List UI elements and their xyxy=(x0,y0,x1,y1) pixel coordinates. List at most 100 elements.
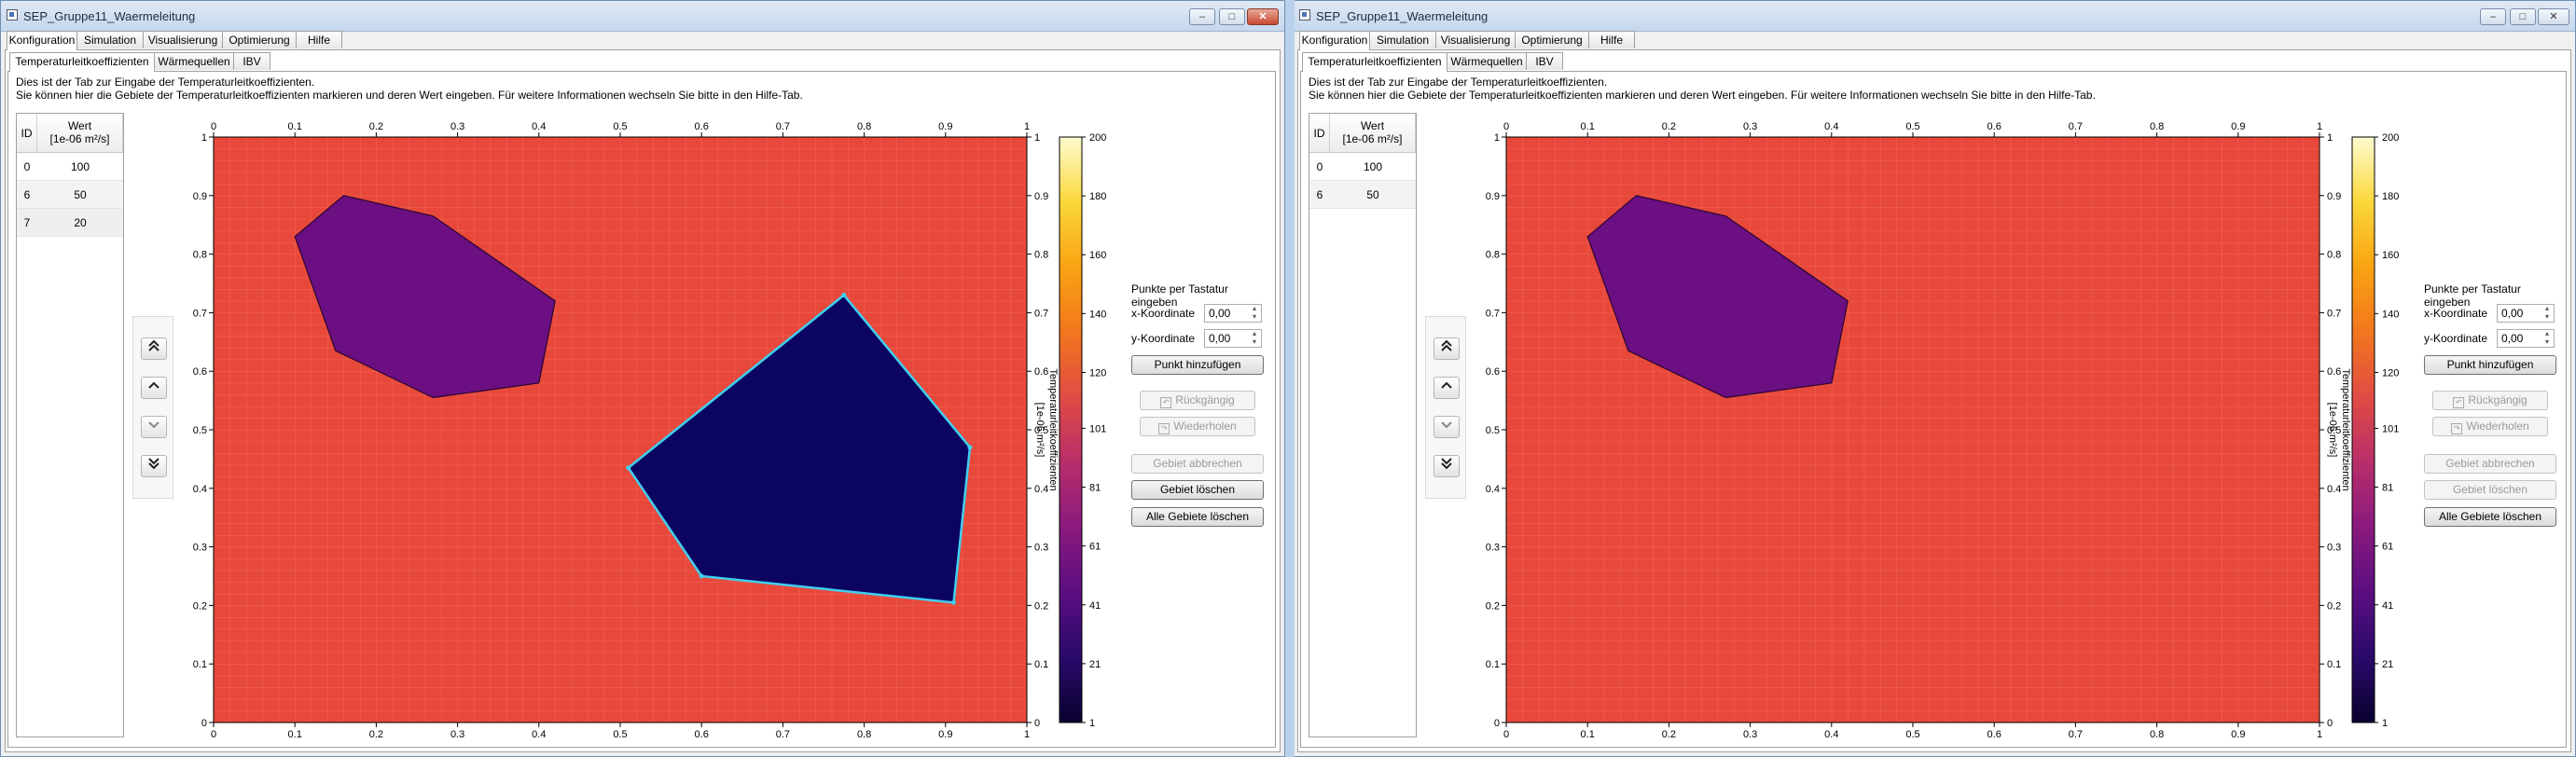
window-title: SEP_Gruppe11_Waermeleitung xyxy=(1316,9,1489,23)
delete-area-button[interactable]: Gebiet löschen xyxy=(2424,480,2556,500)
region-vertex[interactable] xyxy=(841,293,847,298)
y-coordinate-input[interactable]: 0,00 xyxy=(1204,329,1262,348)
row-value-cell[interactable]: 100 xyxy=(1363,160,1383,173)
region-vertex[interactable] xyxy=(699,573,704,579)
colorbar-unit-label: [1e-06 m²/s] xyxy=(2327,403,2338,458)
minimize-button[interactable]: – xyxy=(2480,8,2506,25)
wert-header-line-2: [1e-06 m²/s] xyxy=(49,132,110,145)
subtab-temperaturleitkoeffizienten[interactable]: Temperaturleitkoeffizienten xyxy=(9,52,155,72)
tab-optimierung[interactable]: Optimierung xyxy=(1515,31,1589,48)
undo-button[interactable]: ↶ Rückgängig xyxy=(2432,391,2548,410)
title-bar[interactable]: SEP_Gruppe11_Waermeleitung – □ ✕ xyxy=(1,1,1284,32)
redo-button[interactable]: ↷ Wiederholen xyxy=(2432,417,2548,436)
move-down-button[interactable] xyxy=(1433,416,1460,438)
table-navigation xyxy=(132,316,173,499)
cancel-area-button[interactable]: Gebiet abbrechen xyxy=(1131,454,1264,474)
x-tick-label-top: 0.6 xyxy=(695,121,709,132)
minimize-button[interactable]: – xyxy=(1189,8,1215,25)
region-vertex[interactable] xyxy=(951,599,957,605)
move-bottom-button[interactable] xyxy=(141,455,167,477)
tab-konfiguration[interactable]: Konfiguration xyxy=(7,31,77,50)
subtab-waermequellen[interactable]: Wärmequellen xyxy=(1447,52,1527,70)
x-tick-label-top: 0.5 xyxy=(1905,121,1919,132)
heatmap-plot[interactable]: 000 00.10.10.1 0.10.20.20.2 0.20.30.30.3 0.3… xyxy=(193,121,1107,740)
row-value-cell[interactable]: 100 xyxy=(70,160,90,173)
x-tick-label: 0.5 xyxy=(613,729,627,740)
row-id-cell[interactable]: 0 xyxy=(1316,160,1323,173)
region-6[interactable] xyxy=(1586,195,1849,399)
table-row[interactable]: 0 100 xyxy=(17,153,123,181)
subtab-waermequellen[interactable]: Wärmequellen xyxy=(154,52,234,70)
move-up-button[interactable] xyxy=(1433,377,1460,399)
close-button[interactable]: ✕ xyxy=(2538,8,2569,25)
coefficient-table[interactable]: ID Wert [1e-06 m²/s] 0 100 6 50 xyxy=(1309,113,1417,737)
y-tick-label-right: 0.1 xyxy=(2327,659,2341,670)
x-tick-label-top: 0.4 xyxy=(1824,121,1838,132)
coefficient-table[interactable]: ID Wert [1e-06 m²/s] 0 100 6 50 7 20 xyxy=(16,113,124,737)
y-tick-label-right: 0.1 xyxy=(1034,659,1048,670)
app-window: SEP_Gruppe11_Waermeleitung – □ ✕ Konfigu… xyxy=(1293,0,2576,757)
tab-konfiguration[interactable]: Konfiguration xyxy=(1299,31,1370,50)
maximize-button[interactable]: □ xyxy=(2510,8,2536,25)
tab-optimierung[interactable]: Optimierung xyxy=(222,31,297,48)
cancel-area-button[interactable]: Gebiet abbrechen xyxy=(2424,454,2556,474)
add-point-button[interactable]: Punkt hinzufügen xyxy=(1131,355,1264,375)
add-point-button[interactable]: Punkt hinzufügen xyxy=(2424,355,2556,375)
y-tick-label: 0.5 xyxy=(1486,425,1500,436)
move-up-button[interactable] xyxy=(141,377,167,399)
row-id-cell[interactable]: 0 xyxy=(23,160,31,173)
close-button[interactable]: ✕ xyxy=(1247,8,1279,25)
row-id-cell[interactable]: 6 xyxy=(23,188,31,201)
row-value-cell[interactable]: 20 xyxy=(74,216,87,229)
maximize-button[interactable]: □ xyxy=(1219,8,1245,25)
region-7[interactable] xyxy=(627,293,972,604)
move-top-button[interactable] xyxy=(141,337,167,360)
region-vertex[interactable] xyxy=(967,445,973,450)
tab-simulation[interactable]: Simulation xyxy=(76,31,144,48)
move-down-button[interactable] xyxy=(141,416,167,438)
column-header-id[interactable]: ID xyxy=(1309,114,1330,153)
subtab-temperaturleitkoeffizienten[interactable]: Temperaturleitkoeffizienten xyxy=(1302,52,1447,72)
region-vertex[interactable] xyxy=(626,465,631,471)
delete-all-areas-button[interactable]: Alle Gebiete löschen xyxy=(2424,507,2556,527)
title-bar[interactable]: SEP_Gruppe11_Waermeleitung – □ ✕ xyxy=(1294,1,2575,32)
move-bottom-button[interactable] xyxy=(1433,455,1460,477)
x-tick-label-top: 1 xyxy=(1024,121,1030,132)
colorbar-label: Temperaturleitkoeffizienten xyxy=(2340,368,2351,490)
x-tick-label-top: 0.7 xyxy=(776,121,790,132)
table-row[interactable]: 6 50 xyxy=(17,181,123,209)
delete-area-button[interactable]: Gebiet löschen xyxy=(1131,480,1264,500)
delete-all-areas-button[interactable]: Alle Gebiete löschen xyxy=(1131,507,1264,527)
x-coordinate-input[interactable]: 0,00 xyxy=(2497,304,2555,323)
heatmap-plot[interactable]: 000 00.10.10.1 0.10.20.20.2 0.20.30.30.3 0.3… xyxy=(1486,121,2400,740)
region-6[interactable] xyxy=(294,195,556,399)
row-value-cell[interactable]: 50 xyxy=(1366,188,1379,201)
tab-visualisierung[interactable]: Visualisierung xyxy=(143,31,223,48)
y-coordinate-input[interactable]: 0,00 xyxy=(2497,329,2555,348)
y-tick-label: 0.2 xyxy=(193,600,207,612)
column-header-id[interactable]: ID xyxy=(17,114,37,153)
column-header-wert[interactable]: Wert [1e-06 m²/s] xyxy=(1330,114,1416,153)
undo-button[interactable]: ↶ Rückgängig xyxy=(1140,391,1255,410)
y-tick-label: 0 xyxy=(201,718,207,729)
redo-button[interactable]: ↷ Wiederholen xyxy=(1140,417,1255,436)
move-top-button[interactable] xyxy=(1433,337,1460,360)
row-id-cell[interactable]: 6 xyxy=(1316,188,1323,201)
tab-simulation[interactable]: Simulation xyxy=(1369,31,1436,48)
tab-visualisierung[interactable]: Visualisierung xyxy=(1435,31,1516,48)
table-row[interactable]: 6 50 xyxy=(1309,181,1416,209)
colorbar-tick-label: 1 xyxy=(2382,718,2388,729)
table-row[interactable]: 7 20 xyxy=(17,209,123,237)
x-tick-label: 0.5 xyxy=(1905,729,1919,740)
table-row[interactable]: 0 100 xyxy=(1309,153,1416,181)
row-id-cell[interactable]: 7 xyxy=(23,216,31,229)
row-value-cell[interactable]: 50 xyxy=(74,188,87,201)
column-header-wert[interactable]: Wert [1e-06 m²/s] xyxy=(37,114,123,153)
x-coordinate-input[interactable]: 0,00 xyxy=(1204,304,1262,323)
x-tick-label-top: 0 xyxy=(1503,121,1509,132)
redo-label: Wiederholen xyxy=(2466,420,2529,433)
subtab-ibv[interactable]: IBV xyxy=(233,52,270,70)
tab-hilfe[interactable]: Hilfe xyxy=(1588,31,1635,48)
tab-hilfe[interactable]: Hilfe xyxy=(296,31,342,48)
subtab-ibv[interactable]: IBV xyxy=(1526,52,1563,70)
